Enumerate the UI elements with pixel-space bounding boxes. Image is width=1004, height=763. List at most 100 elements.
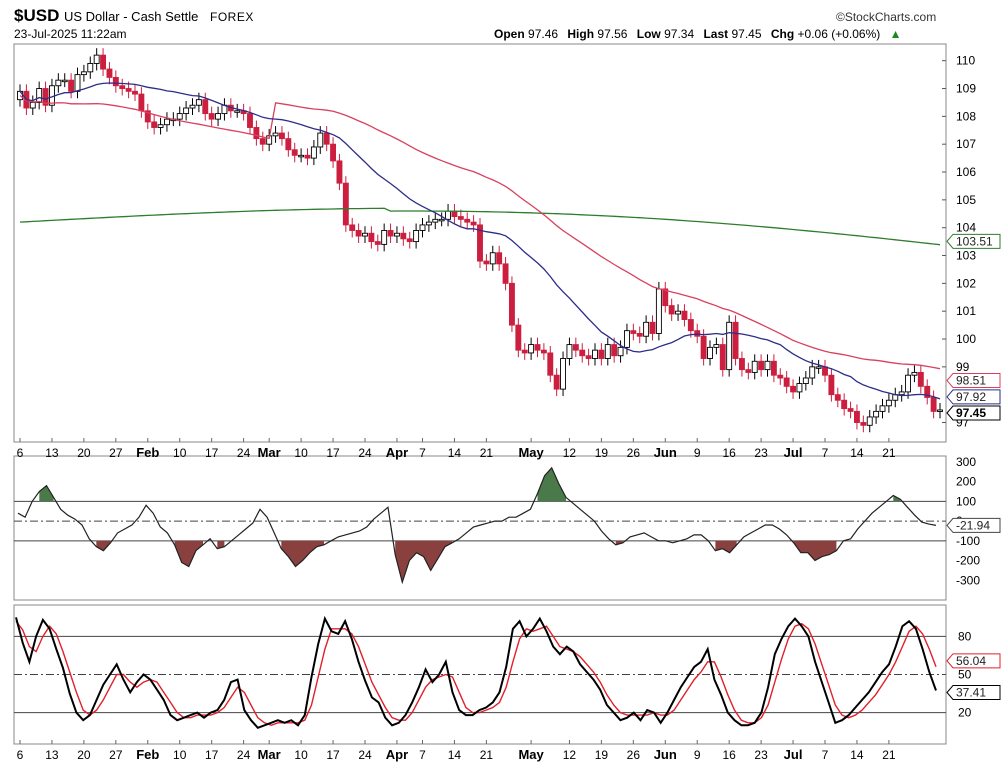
price-x-tick-label: 23 — [754, 446, 768, 460]
candle-body — [374, 241, 381, 245]
price-x-tick-label: Feb — [136, 445, 159, 460]
candle-body — [732, 321, 739, 359]
candle-body — [470, 221, 477, 226]
candle-body — [42, 88, 49, 106]
price-x-tick-label: 10 — [173, 446, 187, 460]
candle-body — [119, 85, 126, 89]
stochastic-x-tick-label: 7 — [419, 748, 426, 762]
stochastic-x-tick-label: 20 — [77, 748, 91, 762]
price-x-tick-label: May — [518, 445, 544, 460]
stochastic-x-tick-label: Jul — [784, 747, 803, 762]
ohlc-value-low: 97.34 — [664, 27, 698, 41]
cci-y-tick-label: -200 — [956, 554, 980, 568]
candle-body — [413, 230, 420, 243]
ohlc-value-high: 97.56 — [597, 27, 631, 41]
candle-body — [336, 160, 343, 184]
cci-last-label-box — [946, 517, 1001, 533]
candle-body — [847, 408, 854, 412]
candle-body — [310, 146, 317, 159]
candle-body — [694, 330, 701, 337]
price-y-tick-label: 102 — [956, 276, 976, 290]
candle-body — [80, 71, 87, 76]
candle-body — [387, 230, 394, 237]
candle-body — [764, 360, 771, 371]
price-x-tick-label: 14 — [850, 446, 864, 460]
candle-body — [540, 349, 547, 354]
candle-body — [719, 344, 726, 371]
stochastic-x-tick-label: 17 — [205, 748, 219, 762]
candle-body — [419, 224, 426, 231]
candle-body — [534, 344, 541, 351]
candle-body — [330, 143, 337, 162]
candle-body — [515, 324, 522, 351]
candle-body — [29, 101, 36, 109]
price-x-tick-label: 12 — [563, 446, 577, 460]
price-x-tick-label: 24 — [237, 446, 251, 460]
candle-body — [598, 349, 605, 359]
candle-body — [707, 346, 713, 359]
candle-body — [400, 232, 407, 240]
candle-body — [483, 260, 490, 265]
candle-body — [457, 216, 464, 220]
candle-body — [687, 319, 694, 332]
candle-body — [623, 330, 630, 348]
stochastic-x-tick-label: Mar — [258, 747, 281, 762]
candle-body — [100, 54, 107, 70]
candle-body — [879, 405, 886, 412]
stochastic-x-tick-label: 14 — [448, 748, 462, 762]
candle-body — [834, 394, 841, 401]
cci-y-tick-label: -100 — [956, 534, 980, 548]
candle-body — [195, 99, 202, 106]
candle-body — [489, 252, 496, 265]
candle-body — [675, 310, 682, 315]
stochastic-y-tick-label: 80 — [958, 629, 972, 643]
stochastic-x-tick-label: 27 — [109, 748, 123, 762]
price-x-tick-label: 21 — [882, 446, 896, 460]
candle-body — [298, 154, 305, 158]
price-y-tick-label: 107 — [956, 137, 976, 151]
stochastic-x-tick-label: 24 — [358, 748, 372, 762]
candle-body — [61, 79, 68, 83]
price-x-tick-label: 21 — [480, 446, 494, 460]
candle-body — [713, 344, 720, 348]
last-price-label-box — [946, 405, 1001, 421]
candle-body — [138, 93, 145, 112]
candle-body — [770, 360, 777, 376]
candle-body — [617, 346, 624, 357]
price-y-tick-label: 106 — [956, 165, 976, 179]
candle-body — [125, 88, 132, 92]
candle-body — [809, 366, 816, 379]
stochastic-x-tick-label: May — [518, 747, 544, 762]
ma-fast-line — [19, 82, 941, 400]
candle-body — [112, 76, 119, 87]
stochastic-x-tick-label: 12 — [563, 748, 577, 762]
ohlc-readout: Open 97.46 High 97.56 Low 97.34 Last 97.… — [494, 27, 901, 41]
price-x-tick-label: 27 — [109, 446, 123, 460]
cci-y-tick-label: 100 — [956, 494, 976, 508]
candle-body — [48, 85, 55, 106]
candle-body — [636, 333, 643, 337]
stochastic-d-last-label-box — [946, 653, 1001, 669]
price-y-tick-label: 100 — [956, 332, 976, 346]
candle-body — [477, 224, 483, 262]
price-x-tick-label: Jul — [784, 445, 803, 460]
candle-body — [253, 127, 260, 140]
candle-body — [866, 416, 873, 426]
candles-group — [17, 48, 943, 433]
instrument-name: US Dollar - Cash Settle — [64, 9, 199, 24]
price-y-tick-label: 109 — [956, 82, 976, 96]
cci-line — [17, 466, 937, 585]
stochastic-x-tick-label: 6 — [17, 748, 24, 762]
price-x-tick-label: 26 — [627, 446, 641, 460]
candle-body — [592, 349, 598, 359]
candle-body — [183, 107, 190, 115]
candle-body — [822, 366, 828, 376]
candle-body — [87, 63, 94, 73]
stochastic-x-tick-label: 9 — [694, 748, 701, 762]
price-x-tick-label: 17 — [205, 446, 219, 460]
cci-oversold-fill — [174, 540, 203, 567]
stochastic-x-tick-label: 7 — [822, 748, 829, 762]
candle-body — [547, 352, 554, 376]
price-x-tick-label: 7 — [822, 446, 829, 460]
